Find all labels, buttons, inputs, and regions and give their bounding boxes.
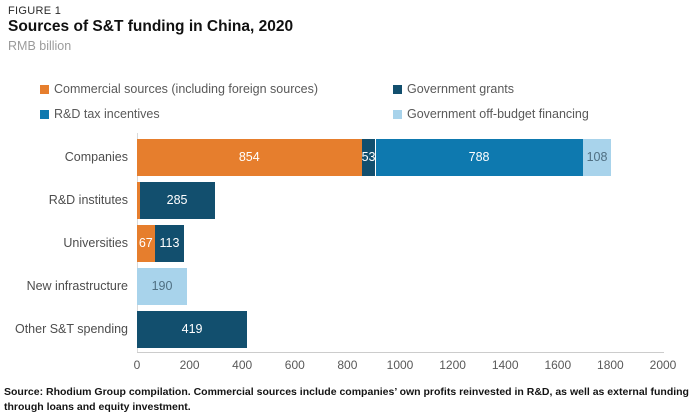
- figure-number: FIGURE 1: [8, 5, 62, 17]
- bar-segment: 854: [137, 139, 362, 176]
- x-axis-tick-label: 600: [284, 358, 305, 372]
- x-axis-tick-label: 1000: [386, 358, 414, 372]
- category-label: R&D institutes: [48, 193, 128, 207]
- x-axis-tick-label: 800: [337, 358, 358, 372]
- bar-segment: 108: [582, 139, 612, 176]
- x-axis-tick-label: 200: [179, 358, 200, 372]
- legend-label: Government off-budget financing: [407, 107, 589, 121]
- legend-swatch-icon: [393, 110, 402, 119]
- bar-segment: 419: [137, 311, 248, 348]
- bar-segment: 113: [154, 225, 185, 262]
- legend-label: R&D tax incentives: [54, 107, 160, 121]
- x-axis-line: [137, 352, 664, 353]
- legend-label: Government grants: [407, 82, 514, 96]
- bar-segment: 285: [139, 182, 215, 219]
- legend-swatch-icon: [393, 85, 402, 94]
- chart-unit-label: RMB billion: [8, 39, 72, 53]
- chart-title: Sources of S&T funding in China, 2020: [8, 18, 294, 35]
- legend-swatch-icon: [40, 110, 49, 119]
- x-axis-tick-label: 400: [232, 358, 253, 372]
- x-axis-tick-label: 1200: [439, 358, 466, 372]
- source-note: Source: Rhodium Group compilation. Comme…: [4, 386, 689, 413]
- x-axis-tick-label: 1800: [597, 358, 624, 372]
- legend-item: Government grants: [393, 82, 514, 96]
- category-label: New infrastructure: [26, 279, 128, 293]
- bar-segment: 190: [137, 268, 187, 305]
- legend-item: Commercial sources (including foreign so…: [40, 82, 318, 96]
- x-axis-tick-label: 1400: [491, 358, 519, 372]
- legend-item: Government off-budget financing: [393, 107, 589, 121]
- category-label: Companies: [64, 150, 128, 164]
- category-label: Other S&T spending: [14, 322, 128, 336]
- category-label: Universities: [63, 236, 128, 250]
- legend-item: R&D tax incentives: [40, 107, 160, 121]
- x-axis-tick-label: 2000: [649, 358, 677, 372]
- x-axis-tick-label: 0: [133, 358, 141, 372]
- bar-segment: [137, 182, 140, 219]
- legend-label: Commercial sources (including foreign so…: [54, 82, 318, 96]
- bar-segment: 788: [375, 139, 583, 176]
- x-axis-tick-label: 1600: [544, 358, 572, 372]
- bar-segment: 53: [361, 139, 376, 176]
- bar-segment: 67: [137, 225, 155, 262]
- legend-swatch-icon: [40, 85, 49, 94]
